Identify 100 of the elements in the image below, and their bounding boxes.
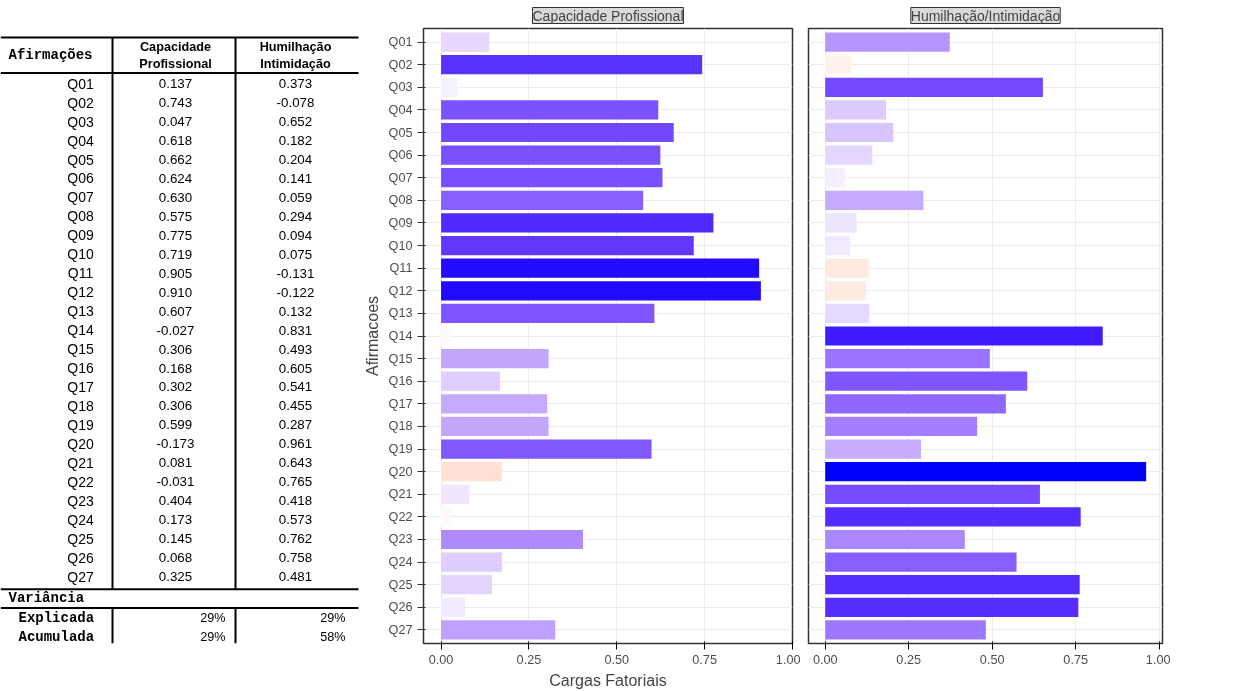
text: 0.481: [278, 569, 313, 585]
bar: [825, 77, 1043, 97]
y-tick-label: Q07: [388, 170, 413, 185]
text: 0.575: [158, 208, 193, 224]
text: Q18: [67, 397, 94, 414]
text: Q19: [67, 416, 94, 433]
text: 0.325: [158, 569, 193, 585]
y-tick-label: Q14: [388, 329, 413, 343]
bar: [441, 145, 661, 165]
x-tick-label: 0.50: [604, 652, 630, 667]
text: 0.075: [278, 246, 313, 262]
text: 0.168: [158, 360, 193, 376]
y-tick-label: Q13: [388, 306, 413, 321]
text: 0.081: [158, 455, 193, 471]
bar: [825, 462, 1147, 482]
y-tick-label: Q02: [388, 57, 413, 72]
text: 0.094: [278, 227, 313, 243]
x-tick-label: 0.25: [896, 652, 922, 667]
text: Q16: [67, 360, 94, 377]
x-tick-label: 0.75: [692, 652, 717, 667]
bar: [825, 213, 857, 233]
text: 0.719: [158, 246, 193, 262]
bar: [825, 258, 869, 278]
bar: [825, 552, 1017, 572]
text: Q15: [67, 341, 94, 358]
text: Capacidade Profissional: [139, 39, 212, 71]
text: 0.765: [278, 474, 313, 490]
text: 0.961: [278, 436, 313, 452]
bar: [441, 100, 659, 120]
text: 0.643: [278, 455, 313, 471]
text: Explicada: [18, 609, 95, 626]
bar: [825, 416, 978, 437]
chart-title: Capacidade Profissional: [532, 7, 684, 24]
text: Q23: [67, 492, 94, 509]
x-axis-title: Cargas Fatoriais: [549, 671, 667, 689]
y-tick-label: Q12: [388, 283, 413, 298]
y-tick-label: Q18: [388, 419, 413, 434]
bar: [825, 507, 1081, 527]
bar: [825, 484, 1040, 504]
bar: [441, 552, 502, 572]
text: 29%: [320, 610, 346, 625]
text: 0.059: [278, 189, 313, 205]
y-tick-label: Q24: [388, 555, 413, 570]
text: Q01: [67, 75, 94, 92]
text: Q11: [67, 265, 94, 282]
text: 0.047: [158, 114, 193, 130]
text: Q10: [67, 246, 94, 263]
y-axis-title: Afirmacoes: [363, 295, 381, 377]
text: Q13: [67, 303, 94, 320]
bar: [825, 32, 950, 52]
text: 0.404: [158, 493, 193, 509]
text: Variância: [8, 590, 85, 607]
bar: [441, 462, 502, 482]
text: Q02: [67, 94, 94, 111]
bar: [441, 484, 470, 504]
y-tick-label: Q25: [388, 577, 413, 592]
text: Q07: [67, 189, 94, 206]
text: Q06: [67, 170, 94, 187]
text: Q09: [67, 227, 94, 244]
bar: [825, 326, 1103, 346]
text: 0.302: [158, 379, 193, 395]
text: 0.068: [158, 550, 193, 566]
bar: [825, 145, 873, 165]
text: 0.605: [278, 360, 313, 376]
text: Humilhação Intimidação: [259, 39, 332, 71]
text: Q22: [67, 473, 94, 490]
y-tick-label: Q08: [388, 193, 413, 208]
text: 0.204: [278, 152, 313, 168]
text: 0.599: [158, 417, 193, 433]
text: 0.618: [158, 133, 193, 149]
text: 0.141: [278, 170, 313, 186]
text: 0.493: [278, 341, 313, 357]
bar: [441, 303, 655, 323]
text: Q25: [67, 530, 94, 547]
y-tick-label: Q20: [388, 464, 413, 479]
text: Q21: [67, 454, 94, 471]
text: Q24: [67, 511, 94, 528]
bar: [825, 303, 870, 323]
y-tick-label: Q16: [388, 374, 413, 389]
bar: [441, 55, 703, 75]
y-tick-label: Q11: [389, 261, 413, 276]
bar: [825, 575, 1080, 595]
text: 0.306: [158, 341, 193, 357]
text: Q03: [67, 113, 94, 130]
x-tick-label: 0.25: [516, 652, 542, 667]
bar: [825, 529, 965, 550]
x-tick-label: 1.00: [1145, 652, 1171, 667]
y-tick-label: Q05: [388, 125, 413, 140]
bar: [441, 190, 644, 210]
text: 0.455: [278, 398, 313, 414]
x-tick-label: 0.00: [812, 652, 838, 667]
bar: [441, 371, 501, 391]
bar: [825, 122, 894, 143]
bar: [825, 349, 990, 369]
text: Q27: [67, 568, 94, 585]
bar: [825, 371, 1028, 391]
bar: [825, 100, 886, 120]
text: 0.294: [278, 208, 313, 224]
bar: [441, 258, 760, 278]
text: -0.027: [156, 322, 195, 338]
